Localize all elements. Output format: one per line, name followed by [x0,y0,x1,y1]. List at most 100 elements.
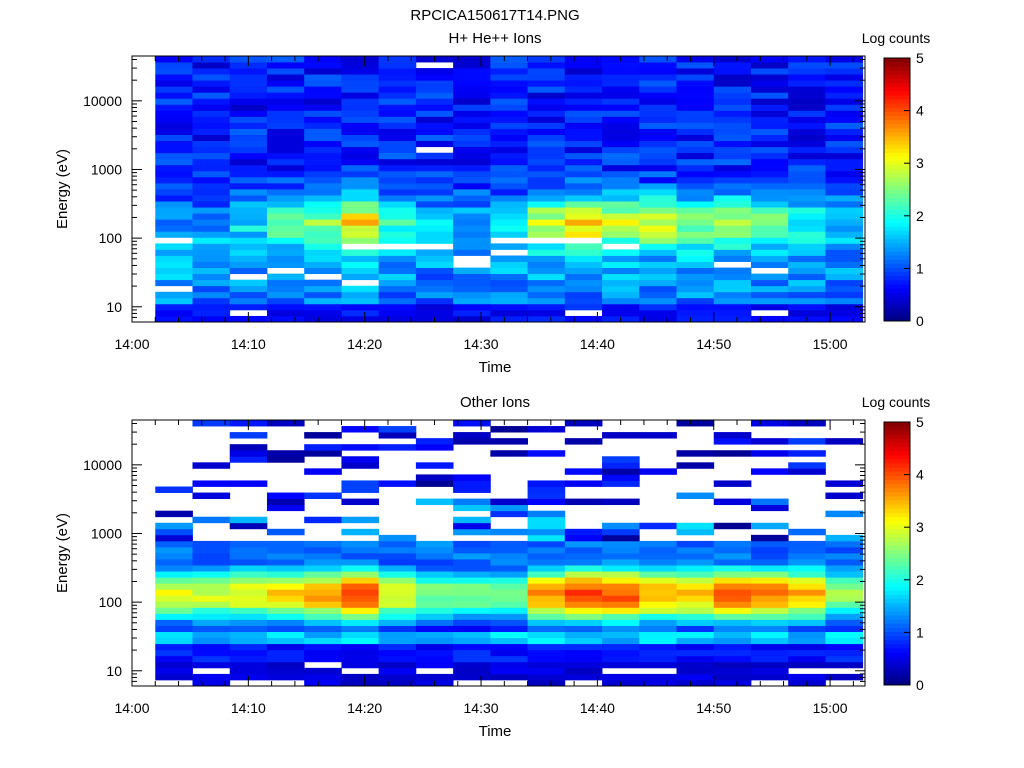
heatmap-cell [266,279,305,287]
heatmap-cell [676,595,715,602]
heatmap-cell [676,195,715,202]
heatmap-cell [713,68,752,75]
heatmap-cell [602,619,640,626]
heatmap-cell [266,613,305,620]
heatmap-cell [155,68,193,75]
heatmap-cell [155,219,193,226]
heatmap-cell [676,285,715,293]
heatmap-cell [453,237,491,244]
heatmap-cell [490,303,528,311]
colorbar-swatch [884,66,910,71]
heatmap-cell [229,122,268,129]
heatmap-cell [192,649,231,657]
heatmap-cell [676,601,715,608]
heatmap-cell [192,619,231,626]
heatmap-cell [155,62,193,69]
heatmap-cell [229,607,268,614]
heatmap-cell [229,237,268,244]
heatmap-cell [750,559,789,566]
heatmap-cell [341,631,380,639]
heatmap-cell [602,98,640,105]
heatmap-cell [155,267,193,275]
heatmap-cell [229,152,268,160]
heatmap-cell [192,225,231,232]
heatmap-cell [564,110,603,117]
heatmap-cell [602,498,640,506]
heatmap-cell [527,195,566,202]
colorbar-swatch [884,247,910,252]
colorbar-swatch [884,537,910,542]
heatmap-cell [192,492,231,499]
heatmap-cell [229,480,268,487]
heatmap-cell [192,309,231,317]
heatmap-cell [229,516,268,524]
heatmap-cell [341,104,380,111]
heatmap-cell [453,498,491,506]
heatmap-cell [378,577,417,584]
heatmap-cell [788,462,826,469]
colorbar-swatch [884,62,910,67]
heatmap-cell [453,553,491,560]
heatmap-cell [825,637,864,645]
heatmap-cell [788,116,826,123]
heatmap-cell [527,522,566,530]
x-axis-label: Time [479,359,512,376]
heatmap-cell [304,546,342,554]
heatmap-cell [304,74,342,81]
heatmap-cell [453,516,491,524]
panel-title: H+ He++ Ions [449,30,542,47]
heatmap-cell [229,140,268,148]
colorbar-swatch [884,131,910,137]
heatmap-cell [713,140,752,148]
colorbar-swatch [884,111,910,116]
heatmap-cell [415,649,454,657]
heatmap-cell [602,631,640,639]
heatmap-cell [453,134,491,142]
heatmap-cell [750,504,789,512]
colorbar-swatch [884,148,910,153]
heatmap-cell [602,540,640,548]
heatmap-cell [788,237,826,244]
heatmap-cell [453,546,491,554]
heatmap-cell [713,267,752,275]
heatmap-cell [788,267,826,275]
heatmap-cell [788,583,826,590]
heatmap-cell [304,315,342,323]
heatmap-cell [266,540,305,548]
heatmap-cell [825,182,864,190]
heatmap-cell [639,255,677,262]
colorbar-swatch [884,164,910,170]
heatmap-cell [639,315,677,323]
heatmap-cell [639,559,677,566]
heatmap-cell [564,315,603,323]
heatmap-cell [713,182,752,190]
heatmap-cell [564,559,603,566]
heatmap-cell [750,297,789,305]
heatmap-cell [788,297,826,305]
heatmap-cell [713,134,752,142]
heatmap-cell [229,595,268,602]
panel-title: Other Ions [460,394,530,411]
heatmap-cell [155,601,193,608]
heatmap-cell [750,595,789,602]
heatmap-cell [713,279,752,287]
heatmap-cell [713,565,752,572]
heatmap-cell [453,158,491,166]
heatmap-cell [192,62,231,69]
heatmap-cell [192,673,231,681]
heatmap-cell [378,601,417,608]
heatmap-cell [304,565,342,572]
heatmap-cell [788,468,826,475]
heatmap-cell [788,595,826,602]
heatmap-cell [378,158,417,166]
heatmap-cell [825,577,864,584]
heatmap-cell [825,62,864,69]
heatmap-cell [713,649,752,657]
heatmap-cell [527,637,566,645]
heatmap-cell [564,540,603,548]
colorbar-swatch [884,300,910,305]
heatmap-cell [602,176,640,184]
heatmap-cell [341,643,380,651]
heatmap-cell [229,231,268,238]
heatmap-cell [750,285,789,293]
